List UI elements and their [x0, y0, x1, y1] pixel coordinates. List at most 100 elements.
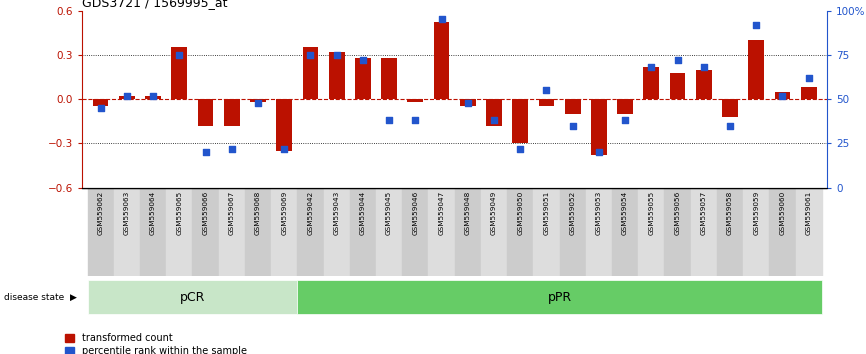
Bar: [376, 188, 402, 276]
Bar: [297, 188, 324, 276]
Text: GSM559048: GSM559048: [465, 190, 471, 235]
Bar: [455, 188, 481, 276]
Text: GSM559058: GSM559058: [727, 190, 733, 235]
Text: disease state  ▶: disease state ▶: [4, 293, 77, 302]
Text: GSM559053: GSM559053: [596, 190, 602, 235]
Bar: [407, 99, 423, 102]
Bar: [801, 87, 817, 99]
Text: GSM559044: GSM559044: [360, 190, 365, 235]
Bar: [197, 99, 213, 126]
Bar: [245, 188, 271, 276]
Point: [172, 52, 186, 58]
Bar: [539, 99, 554, 107]
Point: [225, 146, 239, 152]
Bar: [585, 188, 612, 276]
Point: [409, 118, 423, 123]
Text: GSM559061: GSM559061: [805, 190, 811, 235]
Bar: [350, 188, 376, 276]
Bar: [250, 99, 266, 102]
Text: GDS3721 / 1569995_at: GDS3721 / 1569995_at: [82, 0, 228, 10]
Bar: [113, 188, 140, 276]
Point: [146, 93, 160, 98]
Point: [277, 146, 291, 152]
Bar: [513, 99, 528, 143]
Text: GSM559043: GSM559043: [333, 190, 339, 235]
Bar: [434, 22, 449, 99]
Bar: [402, 188, 429, 276]
Bar: [796, 188, 822, 276]
Bar: [119, 96, 135, 99]
Bar: [559, 188, 585, 276]
Legend: transformed count, percentile rank within the sample: transformed count, percentile rank withi…: [66, 333, 247, 354]
Text: GSM559066: GSM559066: [203, 190, 209, 235]
Text: GSM559049: GSM559049: [491, 190, 497, 235]
Bar: [224, 99, 240, 126]
Bar: [565, 99, 580, 114]
Bar: [669, 73, 685, 99]
Point: [749, 22, 763, 28]
Text: GSM559050: GSM559050: [517, 190, 523, 235]
Text: GSM559052: GSM559052: [570, 190, 576, 235]
Text: GSM559055: GSM559055: [649, 190, 655, 235]
Text: GSM559068: GSM559068: [255, 190, 261, 235]
Text: GSM559054: GSM559054: [622, 190, 628, 235]
Point: [592, 149, 606, 155]
Bar: [643, 67, 659, 99]
Text: GSM559063: GSM559063: [124, 190, 130, 235]
Point: [487, 118, 501, 123]
Text: GSM559060: GSM559060: [779, 190, 785, 235]
Bar: [93, 99, 108, 107]
Point: [723, 123, 737, 129]
Point: [802, 75, 816, 81]
Text: GSM559046: GSM559046: [412, 190, 418, 235]
Point: [356, 57, 370, 63]
Point: [330, 52, 344, 58]
Bar: [302, 47, 319, 99]
Bar: [166, 188, 192, 276]
Text: GSM559059: GSM559059: [753, 190, 759, 235]
Text: GSM559057: GSM559057: [701, 190, 707, 235]
Point: [670, 57, 684, 63]
Point: [94, 105, 107, 111]
Bar: [140, 188, 166, 276]
Bar: [691, 188, 717, 276]
Bar: [743, 188, 769, 276]
Text: GSM559062: GSM559062: [98, 190, 104, 235]
Point: [618, 118, 632, 123]
Text: GSM559045: GSM559045: [386, 190, 392, 235]
Bar: [218, 188, 245, 276]
Text: pCR: pCR: [180, 291, 205, 304]
Bar: [429, 188, 455, 276]
Bar: [769, 188, 796, 276]
Text: GSM559051: GSM559051: [544, 190, 549, 235]
Point: [198, 149, 212, 155]
Bar: [87, 188, 113, 276]
Bar: [381, 58, 397, 99]
Point: [461, 100, 475, 105]
Text: GSM559042: GSM559042: [307, 190, 313, 235]
Bar: [276, 99, 292, 151]
Point: [303, 52, 317, 58]
Bar: [192, 188, 218, 276]
Bar: [355, 58, 371, 99]
Text: pPR: pPR: [547, 291, 572, 304]
Point: [435, 17, 449, 22]
Bar: [145, 96, 161, 99]
Bar: [533, 188, 559, 276]
Bar: [748, 40, 764, 99]
Text: GSM559065: GSM559065: [177, 190, 183, 235]
FancyBboxPatch shape: [297, 280, 822, 314]
Bar: [617, 99, 633, 114]
Point: [120, 93, 133, 98]
Text: GSM559056: GSM559056: [675, 190, 681, 235]
Point: [382, 118, 396, 123]
Point: [251, 100, 265, 105]
Point: [644, 64, 658, 70]
Bar: [486, 99, 502, 126]
Bar: [664, 188, 691, 276]
Point: [697, 64, 711, 70]
Bar: [324, 188, 350, 276]
Text: GSM559047: GSM559047: [438, 190, 444, 235]
Bar: [696, 70, 712, 99]
Bar: [717, 188, 743, 276]
